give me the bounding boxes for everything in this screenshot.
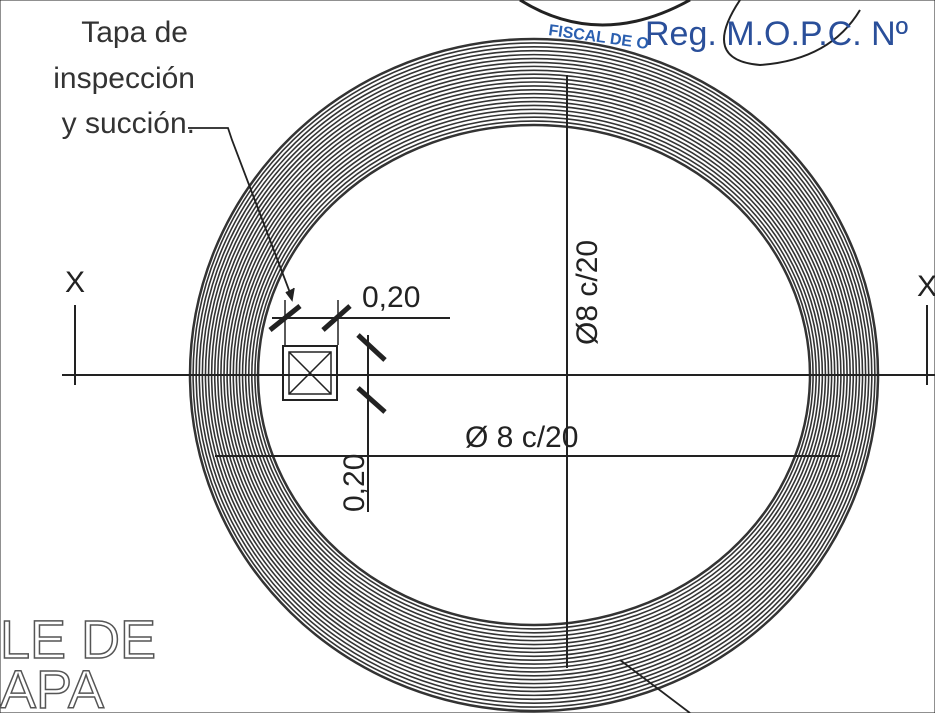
dimension-label: 0,20 xyxy=(362,281,420,314)
section-mark: X xyxy=(65,266,85,299)
drawing: FISCAL DE O Reg. M.O.P.C. Nº Tapa de ins… xyxy=(0,0,935,713)
note-line: Tapa de xyxy=(81,16,188,49)
registration: Reg. M.O.P.C. Nº xyxy=(645,15,908,53)
rebar-label: Ø8 c/20 xyxy=(571,240,604,345)
title-fragment: APA xyxy=(0,660,104,713)
note-line: inspección xyxy=(53,62,195,95)
dimension-label: 0,20 xyxy=(338,454,371,512)
rebar-label: Ø 8 c/20 xyxy=(465,421,578,454)
note-line: y succión. xyxy=(62,107,195,140)
section-mark: X xyxy=(917,270,935,303)
